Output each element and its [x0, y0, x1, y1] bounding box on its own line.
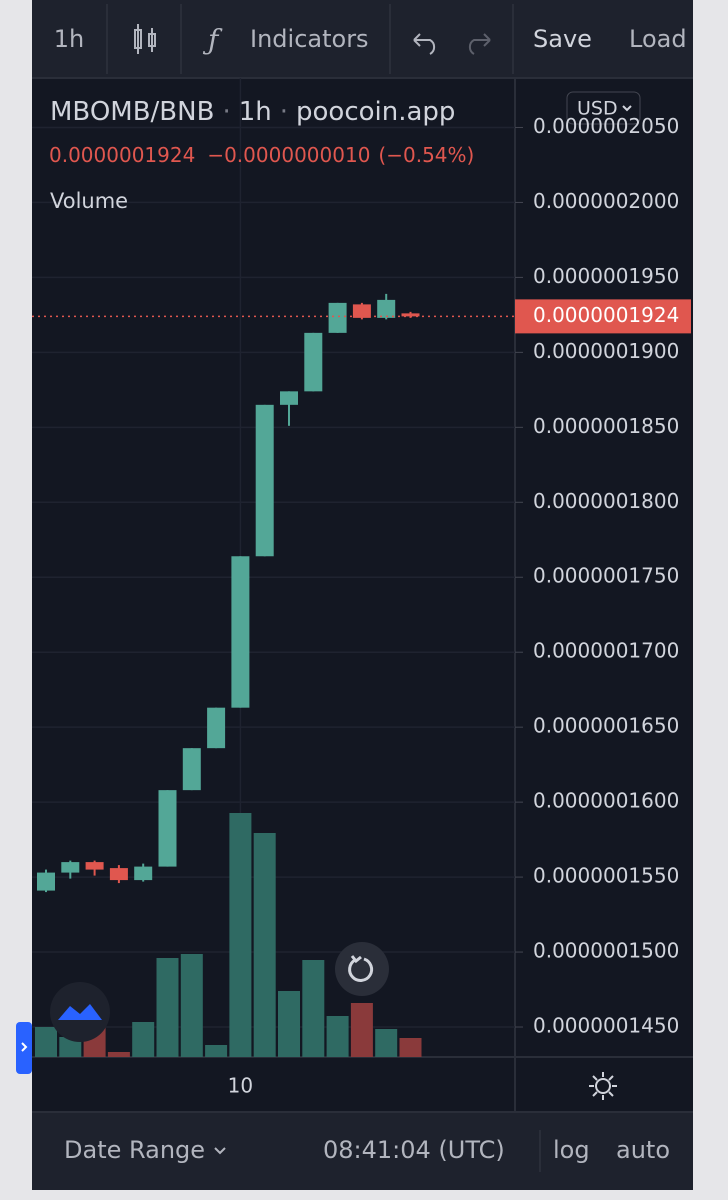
candle-body — [231, 556, 250, 708]
candle-body — [158, 790, 177, 867]
currency-label[interactable]: USD — [577, 98, 618, 120]
y-tick-label: 0.0000001550 — [533, 864, 679, 888]
candle-body — [352, 304, 371, 318]
volume-bar — [229, 813, 252, 1057]
volume-bar — [205, 1045, 228, 1057]
currency-caret — [622, 105, 632, 112]
volume-bar — [350, 1003, 373, 1057]
volume-bar — [375, 1029, 398, 1057]
volume-bar — [253, 833, 276, 1057]
fx-icon[interactable]: ƒ — [202, 24, 223, 57]
y-tick-label: 0.0000001700 — [533, 639, 679, 663]
load-button[interactable]: Load — [629, 25, 687, 53]
separator: · — [222, 97, 230, 127]
undo-button[interactable] — [413, 33, 436, 55]
y-tick-label: 0.0000002050 — [533, 114, 679, 138]
volume-bar — [180, 954, 203, 1057]
candle-body — [328, 302, 347, 333]
legend-interval: 1h — [239, 97, 272, 127]
price-legend: 0.0000001924 −0.0000000010 (−0.54%) — [49, 143, 474, 167]
volume-bar — [156, 958, 179, 1057]
clock: 08:41:04 (UTC) — [323, 1136, 505, 1164]
y-tick-label: 0.0000001900 — [533, 339, 679, 363]
legend-close: 0.0000001924 — [49, 143, 195, 167]
candle-icon[interactable] — [134, 24, 156, 54]
candle-body — [85, 862, 104, 870]
candle-body — [37, 872, 55, 891]
volume-bar — [326, 1016, 349, 1057]
currency-button[interactable] — [566, 91, 641, 125]
x-tick-label: 10 — [228, 1074, 253, 1098]
volume-legend: Volume — [50, 189, 128, 213]
plot — [32, 293, 515, 1057]
side-toggle-icon — [21, 1042, 28, 1052]
date-range-caret — [214, 1147, 226, 1155]
candle-body — [280, 391, 298, 405]
y-tick-label: 0.0000001800 — [533, 489, 679, 513]
candle-body — [61, 862, 80, 873]
logo-icon — [58, 1004, 102, 1020]
source: poocoin.app — [296, 97, 455, 127]
candle-body — [109, 868, 128, 881]
symbol-name: MBOMB/BNB — [50, 97, 214, 127]
candle-body — [304, 332, 323, 392]
candle-body — [401, 313, 420, 317]
logo — [50, 982, 110, 1042]
interval-button[interactable]: 1h — [54, 25, 84, 53]
volume-bar — [278, 991, 300, 1057]
y-tick-label: 0.0000002000 — [533, 189, 679, 213]
volume-bar — [59, 1037, 82, 1057]
candle-body — [134, 866, 153, 881]
y-tick-label: 0.0000001850 — [533, 414, 679, 438]
footer-bar — [32, 1112, 693, 1190]
save-button[interactable]: Save — [533, 25, 592, 53]
settings-button[interactable] — [589, 1072, 617, 1100]
last-price-badge — [515, 299, 691, 334]
separator: · — [280, 97, 288, 127]
redo-button[interactable] — [468, 33, 491, 55]
candle-body — [255, 404, 274, 557]
y-tick-label: 0.0000001650 — [533, 714, 679, 738]
log-button[interactable]: log — [553, 1136, 590, 1164]
volume-bar — [132, 1022, 155, 1057]
y-tick-label: 0.0000001750 — [533, 564, 679, 588]
indicators-button[interactable]: Indicators — [250, 25, 369, 53]
volume-bar — [35, 1027, 57, 1057]
candle-body — [377, 299, 396, 318]
separators — [32, 4, 693, 1172]
volume-bar — [302, 960, 325, 1057]
toolbar — [32, 0, 693, 78]
y-tick-label: 0.0000001500 — [533, 939, 679, 963]
reset-button[interactable] — [335, 942, 389, 996]
reset-icon — [348, 955, 374, 982]
candle-body — [207, 707, 226, 749]
y-tick-label: 0.0000001600 — [533, 789, 679, 813]
legend-change-percent: (−0.54%) — [378, 143, 474, 167]
last-price-label: 0.0000001924 — [533, 303, 679, 327]
symbol: MBOMB/BNB · 1h · poocoin.app — [50, 97, 455, 127]
auto-button[interactable]: auto — [616, 1136, 670, 1164]
y-tick-label: 0.0000001450 — [533, 1014, 679, 1038]
candle-body — [182, 748, 201, 791]
date-range-button[interactable]: Date Range — [64, 1136, 205, 1164]
volume-bar — [107, 1052, 130, 1057]
y-tick-label: 0.0000001950 — [533, 264, 679, 288]
legend-change: −0.0000000010 — [207, 143, 370, 167]
volume-bar — [399, 1038, 422, 1057]
